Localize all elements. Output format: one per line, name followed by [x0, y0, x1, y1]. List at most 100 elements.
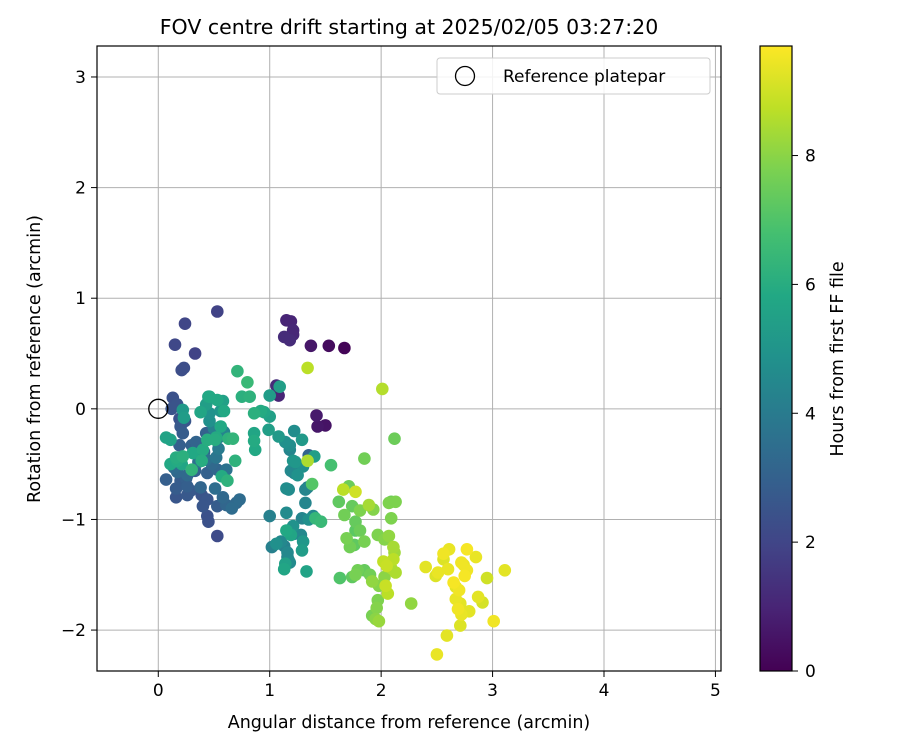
data-point [295, 544, 309, 557]
data-point [186, 446, 200, 460]
data-point [441, 562, 455, 576]
data-point [388, 432, 401, 446]
x-axis-label: Angular distance from reference (arcmin) [228, 713, 591, 733]
y-tick-label: 3 [75, 68, 86, 88]
data-point [389, 566, 402, 579]
data-point [349, 568, 362, 582]
y-tick-label: 2 [75, 179, 86, 199]
data-point [280, 482, 293, 495]
data-point [437, 547, 450, 560]
data-point [305, 477, 319, 491]
data-point [300, 565, 313, 578]
y-tick-label: 0 [75, 400, 86, 420]
data-point [340, 532, 353, 545]
data-point [353, 524, 367, 537]
x-tick-label: 0 [153, 681, 164, 701]
data-point [217, 404, 231, 418]
colorbar-gradient [759, 45, 793, 672]
data-point [211, 529, 224, 543]
data-point [221, 474, 234, 488]
data-point [314, 515, 328, 528]
data-point [176, 426, 190, 440]
gridlines [97, 46, 721, 671]
chart-title: FOV centre drift starting at 2025/02/05 … [160, 15, 659, 39]
data-point [431, 566, 445, 579]
data-point [196, 443, 210, 457]
x-tick-label: 4 [599, 681, 610, 701]
data-point [216, 491, 230, 504]
data-point [372, 614, 386, 628]
data-point [471, 590, 485, 604]
x-tick-label: 3 [487, 681, 498, 701]
y-tick-label: −2 [61, 621, 86, 641]
data-point [458, 569, 472, 583]
legend-box [436, 57, 711, 95]
data-point [169, 491, 183, 504]
data-point [451, 602, 465, 616]
data-point [231, 364, 244, 378]
data-point [165, 402, 178, 416]
data-point [301, 361, 314, 375]
data-point [203, 390, 216, 404]
data-point [194, 405, 207, 419]
data-point [404, 597, 418, 610]
data-point [295, 433, 309, 447]
data-point [272, 430, 285, 443]
data-point [322, 339, 336, 353]
data-point [419, 560, 433, 574]
data-point [211, 305, 224, 318]
data-point [243, 390, 256, 404]
data-point [480, 571, 494, 585]
data-point [228, 454, 242, 468]
colorbar-tick-label: 4 [805, 404, 816, 424]
data-point [178, 317, 192, 331]
data-point [487, 614, 501, 628]
data-point [270, 537, 283, 551]
y-tick-label: −1 [61, 510, 86, 530]
data-point [188, 347, 202, 360]
data-point [233, 493, 246, 506]
data-point [358, 535, 371, 548]
data-point [247, 434, 261, 448]
data-point [277, 562, 291, 576]
data-point [208, 433, 222, 447]
data-point [287, 424, 301, 438]
data-point [382, 529, 396, 543]
x-tick-label: 1 [264, 681, 275, 701]
data-point [173, 439, 186, 452]
data-point [338, 508, 351, 522]
data-point [380, 559, 394, 573]
data-point [304, 339, 318, 353]
data-point [280, 506, 293, 520]
colorbar-tick-label: 8 [805, 147, 816, 167]
colorbar-tick-label: 2 [805, 533, 816, 553]
data-point [247, 407, 261, 420]
y-tick-label: 1 [75, 289, 86, 309]
data-point [358, 452, 371, 465]
reference-marker [148, 398, 169, 419]
data-point [176, 450, 190, 463]
colorbar-label: Hours from first FF file [828, 261, 848, 456]
data-point [299, 496, 312, 510]
plot-frame [96, 45, 722, 672]
y-axis-ticks: −2 −1 0 1 2 3 [61, 68, 97, 641]
data-point [181, 480, 194, 493]
data-point [280, 524, 293, 537]
data-point [379, 579, 392, 593]
data-point [387, 540, 400, 554]
y-axis-label: Rotation from reference (arcmin) [25, 215, 45, 503]
data-point [455, 556, 468, 569]
x-axis-ticks: 0 1 2 3 4 5 [153, 671, 721, 701]
colorbar-ticks: 0 2 4 6 8 [792, 147, 816, 682]
data-point [454, 619, 467, 632]
data-point [370, 601, 384, 615]
data-point [194, 481, 207, 494]
data-point [289, 455, 302, 469]
data-point [283, 333, 297, 347]
data-point [338, 341, 351, 355]
data-point [241, 376, 254, 389]
data-point [177, 411, 191, 425]
data-point [185, 463, 198, 477]
data-points [159, 305, 512, 661]
